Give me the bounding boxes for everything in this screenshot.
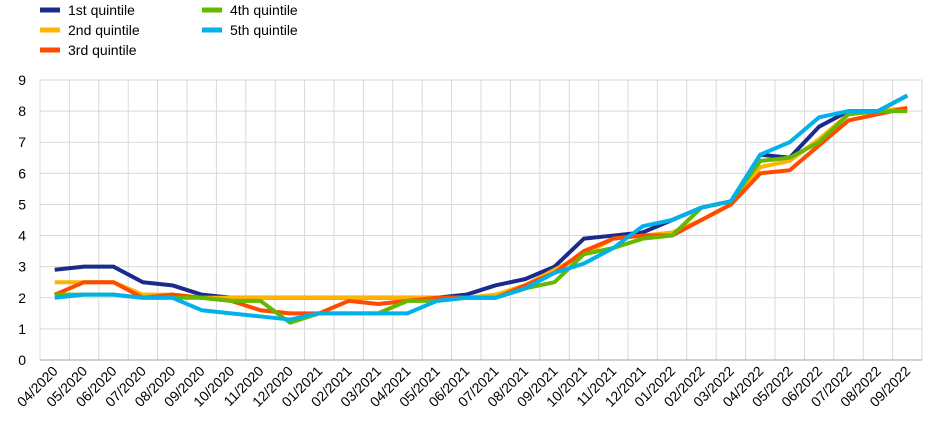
gridlines (39, 79, 923, 360)
legend-label: 1st quintile (68, 2, 135, 18)
legend-item: 3rd quintile (40, 42, 137, 58)
legend-label: 3rd quintile (68, 42, 137, 58)
legend-item: 2nd quintile (40, 22, 140, 38)
y-tick-label: 9 (18, 72, 26, 88)
y-tick-label: 3 (18, 259, 26, 275)
series-lines (53, 93, 909, 325)
legend-label: 4th quintile (230, 2, 298, 18)
y-axis-tick-labels: 0 1 2 3 4 5 6 7 8 9 (18, 72, 26, 368)
y-tick-label: 7 (18, 134, 26, 150)
legend-item: 4th quintile (202, 2, 298, 18)
series-line-5 (54, 93, 909, 322)
y-tick-label: 2 (18, 290, 26, 306)
y-tick-label: 4 (18, 228, 26, 244)
y-tick-label: 6 (18, 165, 26, 181)
x-axis-tick-labels: 04/202005/202006/202007/202008/202009/20… (14, 363, 914, 410)
y-tick-label: 8 (18, 103, 26, 119)
legend-item: 1st quintile (40, 2, 135, 18)
series-line-1 (54, 93, 909, 300)
y-tick-label: 1 (18, 321, 26, 337)
legend-label: 2nd quintile (68, 22, 140, 38)
y-tick-label: 5 (18, 196, 26, 212)
y-tick-label: 0 (18, 352, 26, 368)
legend: 1st quintile 2nd quintile 3rd quintile 4th … (40, 2, 298, 58)
legend-item: 5th quintile (202, 22, 298, 38)
legend-label: 5th quintile (230, 22, 298, 38)
